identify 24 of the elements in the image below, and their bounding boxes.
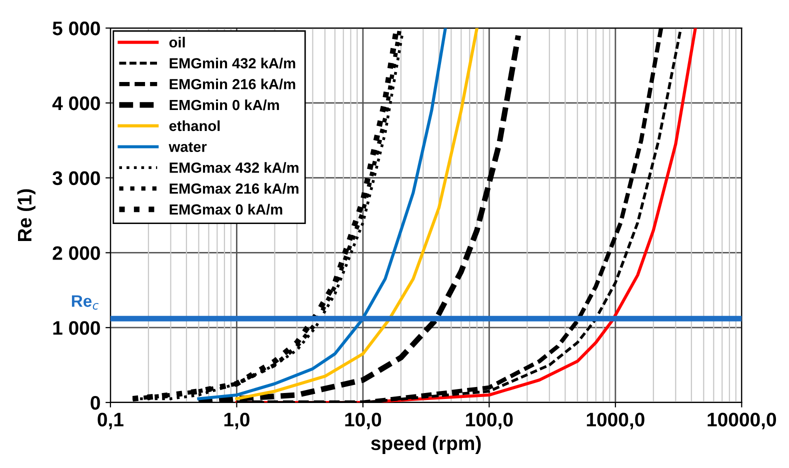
y-tick-label: 4 000	[52, 96, 100, 110]
y-tick-label: 5 000	[52, 22, 100, 36]
legend-label: water	[168, 142, 207, 152]
legend-label: EMGmax 0 kA/m	[170, 204, 282, 215]
y-axis-title: Re (1)	[17, 189, 36, 241]
x-tick-label: 0,1	[98, 412, 124, 430]
legend-label: EMGmax 216 kA/m	[170, 183, 298, 194]
x-tick-label: 100,0	[466, 412, 513, 430]
y-tick-label: 1 000	[53, 321, 100, 335]
legend-label: EMGmin 432 kA/m	[170, 58, 296, 69]
legend-label: EMGmax 432 kA/m	[170, 162, 298, 174]
y-tick-label: 2 000	[52, 246, 100, 260]
y-tick-label: 0	[90, 396, 100, 410]
legend-label: EMGmin 216 kA/m	[170, 78, 296, 90]
y-tick-label: 3 000	[52, 171, 100, 186]
legend-label: ethanol	[169, 120, 220, 132]
x-tick-label: 1000,0	[586, 412, 644, 430]
legend-label: EMGmin 0 kA/m	[170, 99, 279, 110]
x-axis-title: speed (rpm)	[371, 436, 481, 454]
ref-line-label: Re$_{c}$	[72, 295, 99, 310]
x-tick-label: 10,0	[345, 412, 382, 430]
x-tick-label: 10000,0	[708, 412, 776, 430]
x-tick-label: 1,0	[224, 412, 250, 430]
legend-label: oil	[169, 36, 185, 48]
